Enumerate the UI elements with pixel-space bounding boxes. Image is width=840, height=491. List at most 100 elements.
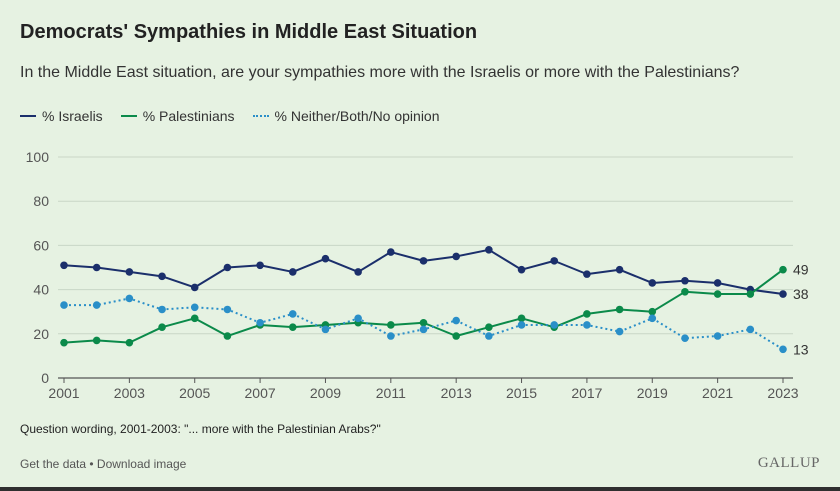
chart-subtitle: In the Middle East situation, are your s… <box>20 64 740 81</box>
links-separator: • <box>86 457 97 471</box>
data-point-palestinians <box>190 314 199 323</box>
get-data-link[interactable]: Get the data <box>20 457 87 471</box>
x-tick-label: 2015 <box>506 385 537 401</box>
data-point-israelis <box>615 265 624 274</box>
data-point-palestinians <box>288 323 297 331</box>
data-point-israelis <box>485 246 493 254</box>
data-point-palestinians <box>713 290 722 298</box>
series-line-israelis <box>63 248 784 296</box>
data-point-israelis <box>256 261 264 270</box>
x-tick-label: 2017 <box>571 385 602 401</box>
legend-swatch-israelis <box>20 115 36 117</box>
data-point-israelis <box>223 263 232 272</box>
end-label-neither: 13 <box>793 341 809 357</box>
data-point-neither <box>223 305 232 314</box>
data-point-palestinians <box>615 305 624 314</box>
data-point-neither <box>387 332 395 340</box>
data-point-neither <box>60 301 68 309</box>
data-point-israelis <box>517 265 526 274</box>
gallup-logo: GALLUP <box>757 455 820 471</box>
data-point-palestinians <box>158 323 166 331</box>
bottom-bar <box>0 487 840 491</box>
data-point-israelis <box>648 279 657 287</box>
download-image-link[interactable]: Download image <box>96 457 187 471</box>
data-point-israelis <box>92 263 101 272</box>
data-point-neither <box>190 303 199 312</box>
chart-title: Democrats' Sympathies in Middle East Sit… <box>20 21 478 43</box>
x-tick-label: 2023 <box>767 385 798 401</box>
data-point-neither <box>615 327 624 336</box>
y-tick-label: 100 <box>26 149 50 165</box>
x-tick-label: 2001 <box>48 385 79 401</box>
legend-label-palestinians: % Palestinians <box>142 108 235 124</box>
data-point-israelis <box>288 268 297 276</box>
data-point-israelis <box>125 268 134 276</box>
data-point-israelis <box>190 283 199 292</box>
y-tick-label: 20 <box>33 326 49 342</box>
x-tick-label: 2009 <box>310 385 341 401</box>
data-point-palestinians <box>387 321 395 329</box>
legend-item-palestinians[interactable]: % Palestinians <box>120 108 235 124</box>
data-point-neither <box>681 334 689 343</box>
data-point-neither <box>583 321 591 329</box>
data-point-palestinians <box>92 336 101 345</box>
data-point-israelis <box>583 270 591 278</box>
legend-item-neither[interactable]: % Neither/Both/No opinion <box>252 108 440 124</box>
data-point-israelis <box>321 254 330 263</box>
y-tick-label: 60 <box>33 237 49 253</box>
data-point-israelis <box>681 276 689 285</box>
legend-item-israelis[interactable]: % Israelis <box>20 108 103 124</box>
x-tick-label: 2013 <box>441 385 472 401</box>
y-tick-label: 80 <box>33 193 49 209</box>
data-point-palestinians <box>419 318 428 327</box>
x-tick-label: 2003 <box>114 385 145 401</box>
data-point-palestinians <box>648 307 657 316</box>
data-point-neither <box>452 316 460 325</box>
data-point-israelis <box>354 268 362 276</box>
y-tick-label: 0 <box>41 370 49 386</box>
legend-label-israelis: % Israelis <box>42 108 103 124</box>
data-point-israelis <box>419 257 428 265</box>
data-point-neither <box>517 321 526 329</box>
data-point-neither <box>288 310 297 318</box>
data-point-israelis <box>158 272 166 281</box>
data-point-palestinians <box>223 332 232 340</box>
data-point-neither <box>158 305 166 314</box>
data-point-neither <box>779 345 787 354</box>
data-point-israelis <box>779 290 787 298</box>
x-tick-label: 2011 <box>376 385 406 401</box>
data-point-israelis <box>550 257 559 265</box>
footer-links: Get the data • Download image <box>20 457 186 471</box>
data-point-palestinians <box>746 290 755 298</box>
data-point-neither <box>125 294 134 303</box>
data-point-palestinians <box>452 332 460 340</box>
data-point-neither <box>713 332 722 340</box>
legend-swatch-palestinians <box>120 115 137 117</box>
data-point-palestinians <box>485 323 493 331</box>
data-point-neither <box>354 314 362 323</box>
data-point-israelis <box>452 252 460 261</box>
x-tick-label: 2007 <box>245 385 276 401</box>
footnote: Question wording, 2001-2003: "... more w… <box>20 422 381 436</box>
end-label-israelis: 38 <box>793 286 809 302</box>
legend-label-neither: % Neither/Both/No opinion <box>274 108 440 124</box>
data-point-palestinians <box>583 310 591 318</box>
data-point-neither <box>419 325 428 334</box>
data-point-neither <box>550 321 559 329</box>
x-tick-label: 2005 <box>179 385 210 401</box>
data-point-israelis <box>60 261 68 270</box>
data-point-neither <box>92 301 101 309</box>
data-point-israelis <box>713 279 722 287</box>
x-tick-label: 2019 <box>637 385 668 401</box>
end-label-palestinians: 49 <box>793 262 809 278</box>
legend-swatch-neither <box>252 115 269 117</box>
data-point-neither <box>485 332 493 340</box>
data-point-neither <box>746 325 755 334</box>
data-point-palestinians <box>60 338 68 347</box>
data-point-neither <box>321 325 330 334</box>
data-point-neither <box>256 318 264 327</box>
line-chart: 0 20 40 60 80 100 2001 2003 2005 2007 2009 2011 2013… <box>26 149 809 401</box>
data-point-palestinians <box>517 314 526 323</box>
data-point-israelis <box>387 248 395 256</box>
data-point-palestinians <box>779 265 787 274</box>
